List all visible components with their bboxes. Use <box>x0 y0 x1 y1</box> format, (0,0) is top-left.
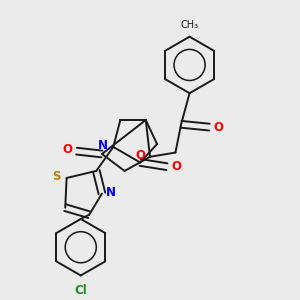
Text: O: O <box>171 160 181 173</box>
Text: O: O <box>62 143 72 156</box>
Text: N: N <box>98 139 108 152</box>
Text: Cl: Cl <box>74 284 87 297</box>
Text: O: O <box>214 121 224 134</box>
Text: CH₃: CH₃ <box>181 20 199 30</box>
Text: S: S <box>52 170 60 183</box>
Text: N: N <box>106 186 116 199</box>
Text: O: O <box>135 149 145 162</box>
